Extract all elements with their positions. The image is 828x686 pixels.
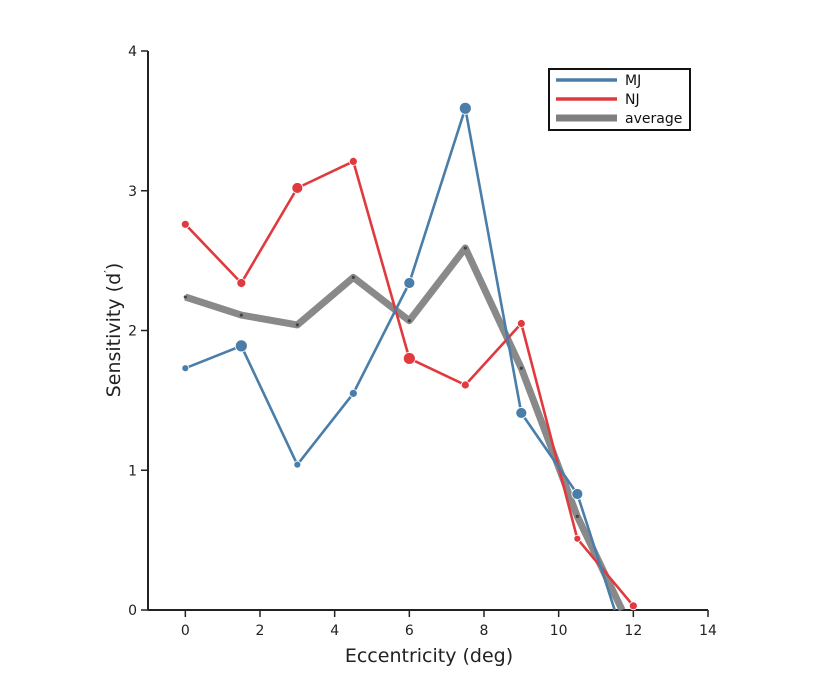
legend-label-mj: MJ bbox=[625, 73, 641, 89]
nj-point-7 bbox=[573, 534, 582, 543]
legend-label-nj: NJ bbox=[625, 92, 640, 108]
x-tick-label-7: 14 bbox=[699, 623, 717, 639]
nj-point-6 bbox=[516, 319, 526, 328]
nj-point-3 bbox=[348, 157, 358, 166]
y-tick-label-1: 1 bbox=[128, 463, 137, 479]
nj-point-2 bbox=[291, 182, 304, 194]
mj-point-6 bbox=[515, 407, 528, 419]
average-point-3 bbox=[351, 275, 355, 279]
x-tick-label-3: 6 bbox=[405, 623, 414, 639]
average-point-6 bbox=[519, 366, 523, 370]
average-point-1 bbox=[239, 313, 243, 317]
series-line-nj bbox=[184, 160, 635, 607]
series-line-mj bbox=[184, 107, 616, 611]
x-tick-label-2: 4 bbox=[330, 623, 339, 639]
y-axis-label: Sensitivity (d′) bbox=[102, 263, 125, 398]
x-tick-label-1: 2 bbox=[256, 623, 265, 639]
series-line-average bbox=[184, 244, 626, 612]
y-tick-label-0: 0 bbox=[128, 603, 137, 619]
y-axis-label-main: Sensitivity (d bbox=[103, 273, 125, 397]
y-axis-label-close: ) bbox=[103, 263, 125, 270]
average-point-4 bbox=[407, 319, 411, 323]
x-tick-label-0: 0 bbox=[181, 623, 190, 639]
mj-point-7 bbox=[571, 488, 584, 500]
mj-point-5 bbox=[458, 101, 472, 115]
legend-label-average: average bbox=[625, 111, 682, 127]
x-tick-label-5: 10 bbox=[550, 623, 568, 639]
average-point-7 bbox=[575, 514, 579, 518]
x-tick-label-6: 12 bbox=[624, 623, 642, 639]
mj-point-2 bbox=[293, 460, 302, 469]
mj-point-4 bbox=[403, 277, 416, 289]
nj-point-5 bbox=[460, 380, 470, 390]
mj-point-3 bbox=[348, 388, 358, 398]
nj-point-8 bbox=[628, 601, 638, 611]
x-axis-label: Eccentricity (deg) bbox=[345, 645, 513, 667]
nj-point-1 bbox=[236, 278, 247, 288]
nj-point-4 bbox=[402, 352, 416, 365]
nj-point-0 bbox=[180, 219, 190, 229]
average-point-5 bbox=[463, 246, 467, 250]
average-point-2 bbox=[295, 323, 299, 327]
average-point-0 bbox=[183, 295, 187, 299]
y-tick-label-4: 4 bbox=[128, 44, 137, 60]
y-tick-label-3: 3 bbox=[128, 184, 137, 200]
y-tick-label-2: 2 bbox=[128, 324, 137, 340]
mj-point-1 bbox=[234, 339, 248, 353]
mj-point-0 bbox=[181, 364, 190, 373]
legend: MJ NJ average bbox=[548, 68, 691, 131]
series-layer bbox=[180, 101, 638, 612]
x-tick-label-4: 8 bbox=[480, 623, 489, 639]
y-axis-label-prime: ′ bbox=[102, 270, 116, 273]
